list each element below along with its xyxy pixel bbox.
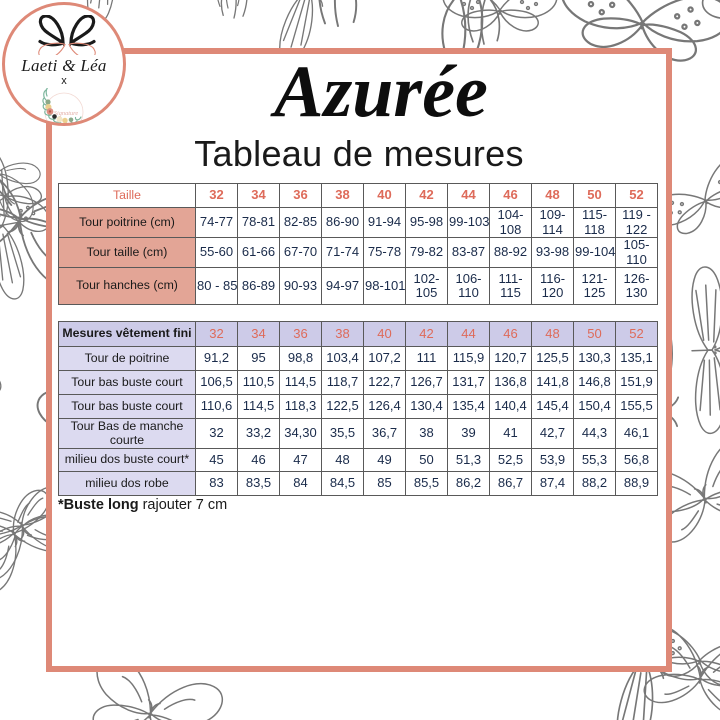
svg-text:Signature: Signature <box>54 110 78 117</box>
